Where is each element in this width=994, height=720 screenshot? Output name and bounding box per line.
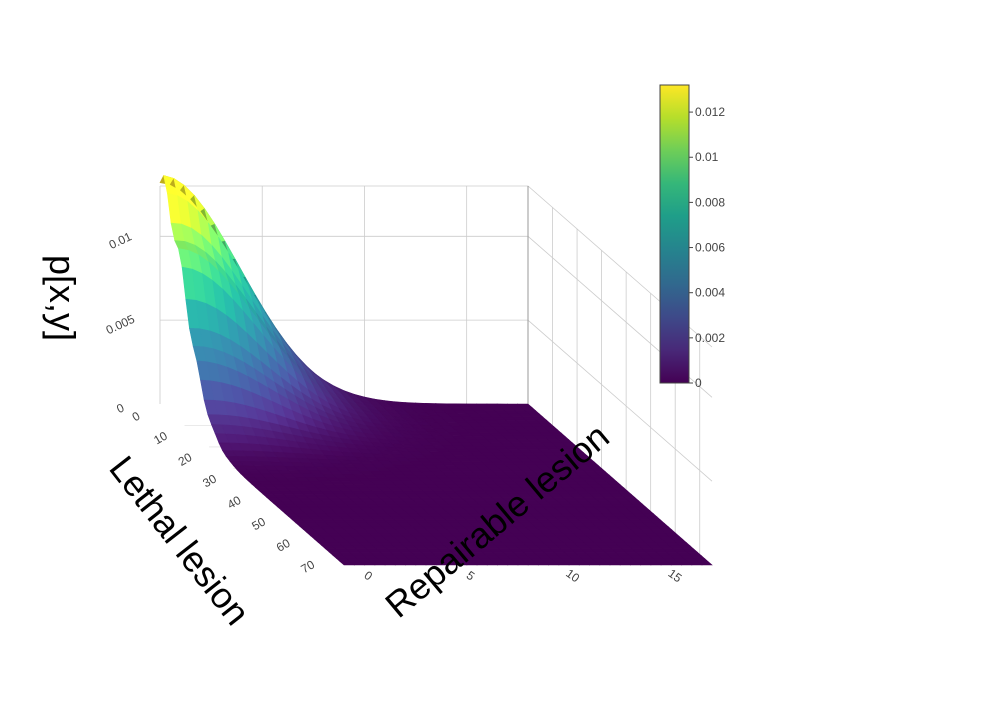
colorbar-tick-label: 0 [695,376,702,390]
colorbar-ticks: 0 0.002 0.004 0.006 0.008 0.01 0.012 [689,105,725,390]
colorbar-tick-label: 0.002 [695,331,725,345]
y-tick-label: 0 [362,568,376,583]
z-tick-label: 0.005 [104,312,137,338]
z-axis-title: p[x,y] [42,255,83,341]
surface [159,175,713,566]
x-tick-label: 60 [274,536,293,555]
x-axis-title: Lethal lesion [101,448,258,633]
colorbar-tick-label: 0.012 [695,105,725,119]
x-tick-label: 50 [249,514,268,533]
x-tick-label: 30 [200,471,219,490]
colorbar-tick-label: 0.008 [695,195,725,209]
surface-patch [697,561,713,566]
x-tick-label: 10 [151,428,170,447]
colorbar-tick-label: 0.01 [695,150,719,164]
colorbar: 0 0.002 0.004 0.006 0.008 0.01 0.012 [659,84,725,390]
x-tick-label: 20 [176,450,195,469]
x-tick-label: 70 [298,557,317,576]
y-tick-label: 10 [563,566,582,585]
y-tick-label: 15 [665,566,684,585]
x-tick-label: 40 [225,493,244,512]
colorbar-gradient [659,84,690,384]
z-tick-label: 0 [114,400,126,416]
colorbar-tick-label: 0.006 [695,241,725,255]
z-tick-label: 0.01 [107,229,134,252]
colorbar-tick-label: 0.004 [695,286,725,300]
x-tick-label: 0 [130,409,143,425]
